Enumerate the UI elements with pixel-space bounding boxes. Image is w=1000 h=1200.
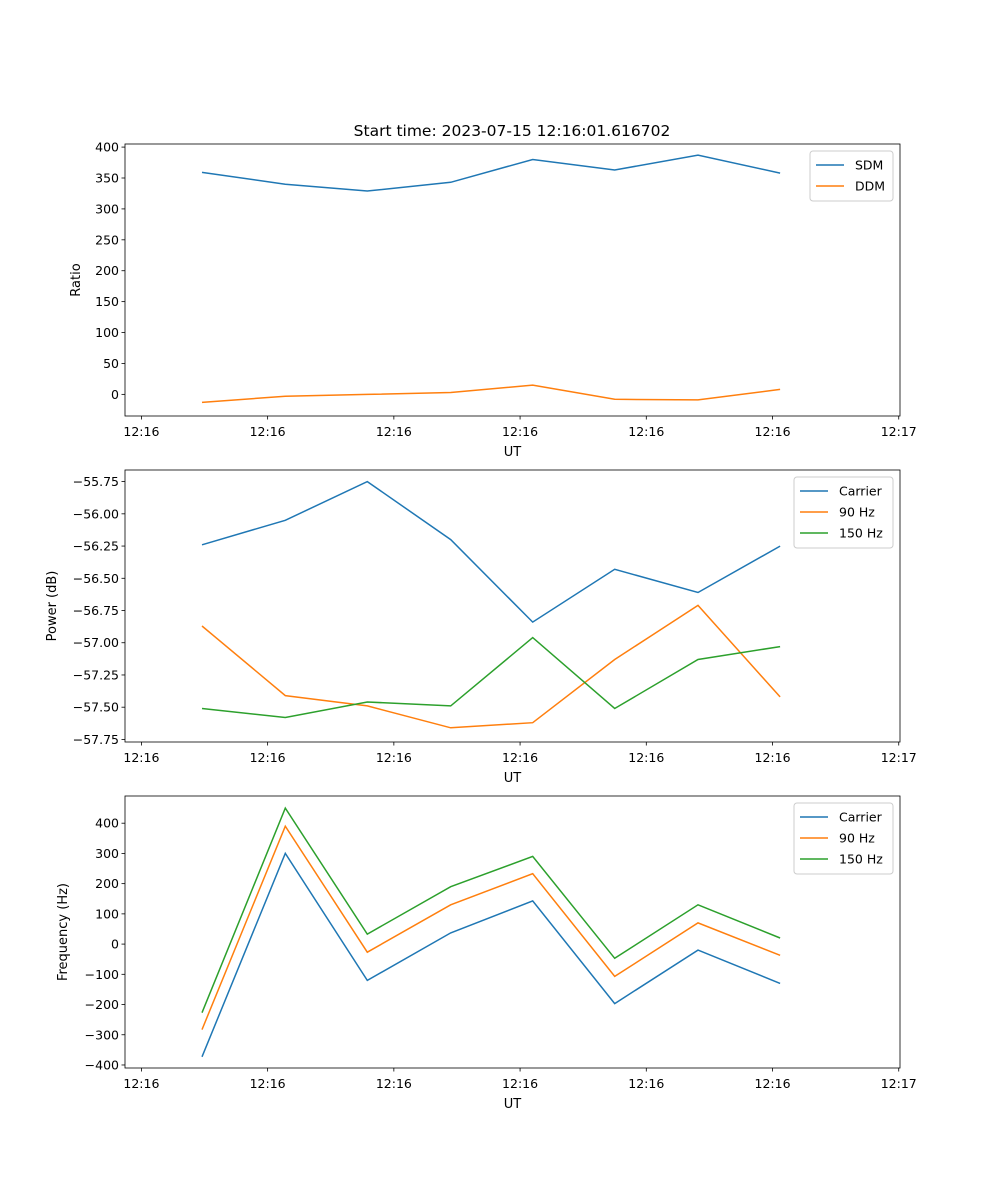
series-line-carrier: [201, 851, 781, 1058]
y-tick-label: −57.50: [73, 700, 119, 715]
subplot-1: 12:16 12:16 12:16 12:16 12:16 12:16 12:17 0 50 10…: [69, 140, 917, 460]
y-tick-label: 350: [95, 171, 119, 186]
x-tick-label: 12:16: [123, 1076, 159, 1091]
y-tick-label: 0: [111, 937, 119, 952]
y-tick-label: −200: [85, 997, 119, 1012]
legend-label: SDM: [855, 158, 883, 173]
series-line-150-hz: [201, 636, 781, 719]
x-tick-label: 12:16: [755, 424, 791, 439]
x-tick-label: 12:16: [628, 750, 664, 765]
y-axis-label: Power (dB): [45, 571, 60, 642]
legend-label: 90 Hz: [839, 505, 875, 520]
legend-label: Carrier: [839, 484, 883, 499]
subplot-2: 12:16 12:16 12:16 12:16 12:16 12:16 12:17 −55.7…: [45, 469, 917, 786]
legend-box: [793, 802, 894, 875]
x-axis-label: UT: [504, 771, 522, 786]
legend-label: DDM: [855, 179, 885, 194]
legend-box: [809, 150, 894, 202]
y-tick-label: −57.75: [73, 732, 119, 747]
y-tick-label: −300: [85, 1027, 119, 1042]
y-tick-label: 100: [95, 906, 119, 921]
x-tick-label: 12:16: [250, 750, 286, 765]
legend: SDM DDM: [809, 150, 894, 202]
x-tick-label: 12:16: [376, 1076, 412, 1091]
y-tick-label: −57.00: [73, 635, 119, 650]
legend-label: Carrier: [839, 810, 883, 825]
y-tick-label: 150: [95, 294, 119, 309]
legend: Carrier 90 Hz 150 Hz: [793, 476, 894, 549]
x-tick-label: 12:16: [755, 750, 791, 765]
x-tick-label: 12:16: [755, 1076, 791, 1091]
series-line-90-hz: [201, 824, 781, 1030]
x-tick-label: 12:16: [502, 424, 538, 439]
legend: Carrier 90 Hz 150 Hz: [793, 802, 894, 875]
x-tick-label: 12:16: [376, 424, 412, 439]
axes-frame: [124, 143, 901, 417]
x-tick-label: 12:16: [250, 424, 286, 439]
y-tick-label: 400: [95, 816, 119, 831]
series-line-150-hz: [201, 806, 781, 1013]
y-tick-label: 50: [103, 356, 119, 371]
x-tick-label: 12:16: [628, 1076, 664, 1091]
x-axis-label: UT: [504, 445, 522, 460]
series-line-90-hz: [201, 604, 781, 729]
x-tick-label: 12:16: [376, 750, 412, 765]
x-tick-label: 12:16: [123, 750, 159, 765]
subplot-3: 12:16 12:16 12:16 12:16 12:16 12:16 12:17 −400 −…: [56, 795, 917, 1112]
series-line-sdm: [201, 154, 781, 192]
axes-frame: [124, 795, 901, 1069]
legend-box: [793, 476, 894, 549]
series-line-carrier: [201, 480, 781, 624]
x-tick-label: 12:17: [881, 750, 917, 765]
y-axis-label: Frequency (Hz): [56, 883, 71, 981]
x-tick-label: 12:17: [881, 1076, 917, 1091]
y-tick-label: −57.25: [73, 667, 119, 682]
legend-label: 150 Hz: [839, 526, 883, 541]
y-tick-label: 200: [95, 876, 119, 891]
axes-frame: [124, 469, 901, 743]
y-tick-label: −56.00: [73, 506, 119, 521]
x-tick-label: 12:16: [250, 1076, 286, 1091]
y-tick-label: 300: [95, 201, 119, 216]
x-tick-label: 12:16: [123, 424, 159, 439]
y-tick-label: −400: [85, 1057, 119, 1072]
y-tick-label: 400: [95, 140, 119, 155]
y-tick-label: −55.75: [73, 474, 119, 489]
y-tick-label: 300: [95, 846, 119, 861]
y-tick-label: 200: [95, 263, 119, 278]
legend-label: 90 Hz: [839, 831, 875, 846]
legend-label: 150 Hz: [839, 852, 883, 867]
y-tick-label: 250: [95, 232, 119, 247]
y-tick-label: 0: [111, 387, 119, 402]
y-tick-label: −100: [85, 967, 119, 982]
x-tick-label: 12:16: [502, 1076, 538, 1091]
y-tick-label: −56.50: [73, 571, 119, 586]
series-line-ddm: [201, 384, 781, 404]
x-tick-label: 12:16: [628, 424, 664, 439]
x-axis-label: UT: [504, 1097, 522, 1112]
y-tick-label: −56.25: [73, 539, 119, 554]
x-tick-label: 12:16: [502, 750, 538, 765]
y-tick-label: 100: [95, 325, 119, 340]
figure-title: Start time: 2023-07-15 12:16:01.616702: [354, 122, 671, 140]
y-tick-label: −56.75: [73, 603, 119, 618]
y-axis-label: Ratio: [69, 263, 84, 296]
x-tick-label: 12:17: [881, 424, 917, 439]
